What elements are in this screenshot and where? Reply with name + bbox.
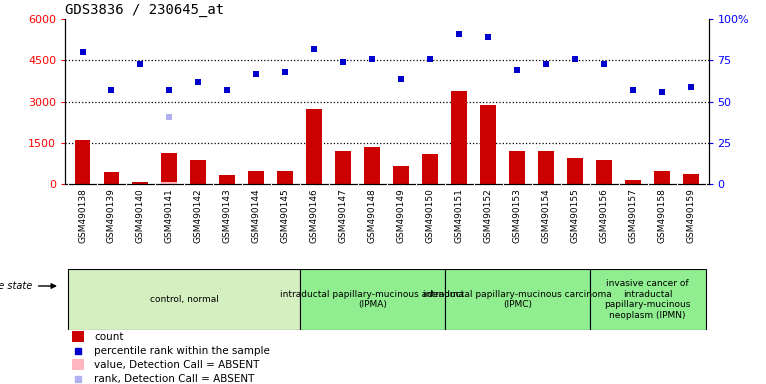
Bar xyxy=(654,171,670,184)
Point xyxy=(511,67,523,73)
Text: GSM490154: GSM490154 xyxy=(542,189,551,243)
Bar xyxy=(300,269,445,330)
Bar xyxy=(451,91,467,184)
Bar xyxy=(162,153,178,184)
Point xyxy=(685,84,697,90)
Bar xyxy=(71,359,84,370)
Text: GSM490138: GSM490138 xyxy=(78,189,87,243)
Text: GSM490140: GSM490140 xyxy=(136,189,145,243)
Text: value, Detection Call = ABSENT: value, Detection Call = ABSENT xyxy=(94,360,260,370)
Text: rank, Detection Call = ABSENT: rank, Detection Call = ABSENT xyxy=(94,374,254,384)
Bar xyxy=(74,140,90,184)
Text: GDS3836 / 230645_at: GDS3836 / 230645_at xyxy=(65,3,224,17)
Point xyxy=(280,69,292,75)
Bar xyxy=(445,269,590,330)
Point xyxy=(424,56,437,62)
Point xyxy=(453,31,466,37)
Point xyxy=(482,34,494,40)
Bar xyxy=(480,104,496,184)
Text: GSM490145: GSM490145 xyxy=(281,189,290,243)
Text: GSM490142: GSM490142 xyxy=(194,189,203,243)
Bar xyxy=(191,160,206,184)
Text: disease state: disease state xyxy=(0,281,32,291)
Point xyxy=(540,61,552,67)
Point xyxy=(163,114,175,120)
Point xyxy=(395,76,408,82)
Bar xyxy=(277,171,293,184)
Bar xyxy=(68,269,300,330)
Bar xyxy=(509,151,525,184)
Text: GSM490143: GSM490143 xyxy=(223,189,232,243)
Text: GSM490152: GSM490152 xyxy=(484,189,493,243)
Bar xyxy=(683,174,699,184)
Text: GSM490159: GSM490159 xyxy=(686,189,696,243)
Point xyxy=(308,46,320,52)
Bar xyxy=(394,166,409,184)
Text: GSM490155: GSM490155 xyxy=(571,189,580,243)
Bar xyxy=(590,269,705,330)
Text: GSM490139: GSM490139 xyxy=(107,189,116,243)
Text: intraductal papillary-mucinous adenoma
(IPMA): intraductal papillary-mucinous adenoma (… xyxy=(280,290,464,309)
Bar xyxy=(336,151,352,184)
Bar xyxy=(248,171,264,184)
Bar xyxy=(306,109,322,184)
Text: GSM490141: GSM490141 xyxy=(165,189,174,243)
Point xyxy=(250,71,263,77)
Text: GSM490149: GSM490149 xyxy=(397,189,406,243)
Text: invasive cancer of
intraductal
papillary-mucinous
neoplasm (IPMN): invasive cancer of intraductal papillary… xyxy=(604,280,691,319)
Text: GSM490148: GSM490148 xyxy=(368,189,377,243)
Bar xyxy=(71,331,84,342)
Bar xyxy=(568,158,583,184)
Point xyxy=(221,87,234,93)
Bar xyxy=(103,172,119,184)
Point xyxy=(598,61,611,67)
Bar xyxy=(625,180,641,184)
Bar xyxy=(133,182,149,184)
Text: control, normal: control, normal xyxy=(149,295,218,304)
Point xyxy=(366,56,378,62)
Point xyxy=(627,87,640,93)
Text: percentile rank within the sample: percentile rank within the sample xyxy=(94,346,270,356)
Bar xyxy=(162,182,178,184)
Text: GSM490156: GSM490156 xyxy=(600,189,609,243)
Text: GSM490147: GSM490147 xyxy=(339,189,348,243)
Text: GSM490146: GSM490146 xyxy=(310,189,319,243)
Bar xyxy=(596,160,612,184)
Point xyxy=(134,61,146,67)
Bar xyxy=(538,151,555,184)
Point xyxy=(106,87,118,93)
Text: GSM490144: GSM490144 xyxy=(252,189,261,243)
Point xyxy=(77,49,89,55)
Bar xyxy=(219,175,235,184)
Bar xyxy=(365,147,380,184)
Point xyxy=(656,89,668,95)
Point xyxy=(163,87,175,93)
Point xyxy=(337,59,349,65)
Text: count: count xyxy=(94,332,123,342)
Point xyxy=(569,56,581,62)
Text: GSM490151: GSM490151 xyxy=(455,189,463,243)
Text: GSM490150: GSM490150 xyxy=(426,189,435,243)
Text: GSM490153: GSM490153 xyxy=(512,189,522,243)
Text: GSM490158: GSM490158 xyxy=(658,189,666,243)
Text: intraductal papillary-mucinous carcinoma
(IPMC): intraductal papillary-mucinous carcinoma… xyxy=(423,290,611,309)
Bar xyxy=(422,154,438,184)
Text: GSM490157: GSM490157 xyxy=(629,189,637,243)
Point xyxy=(192,79,205,85)
